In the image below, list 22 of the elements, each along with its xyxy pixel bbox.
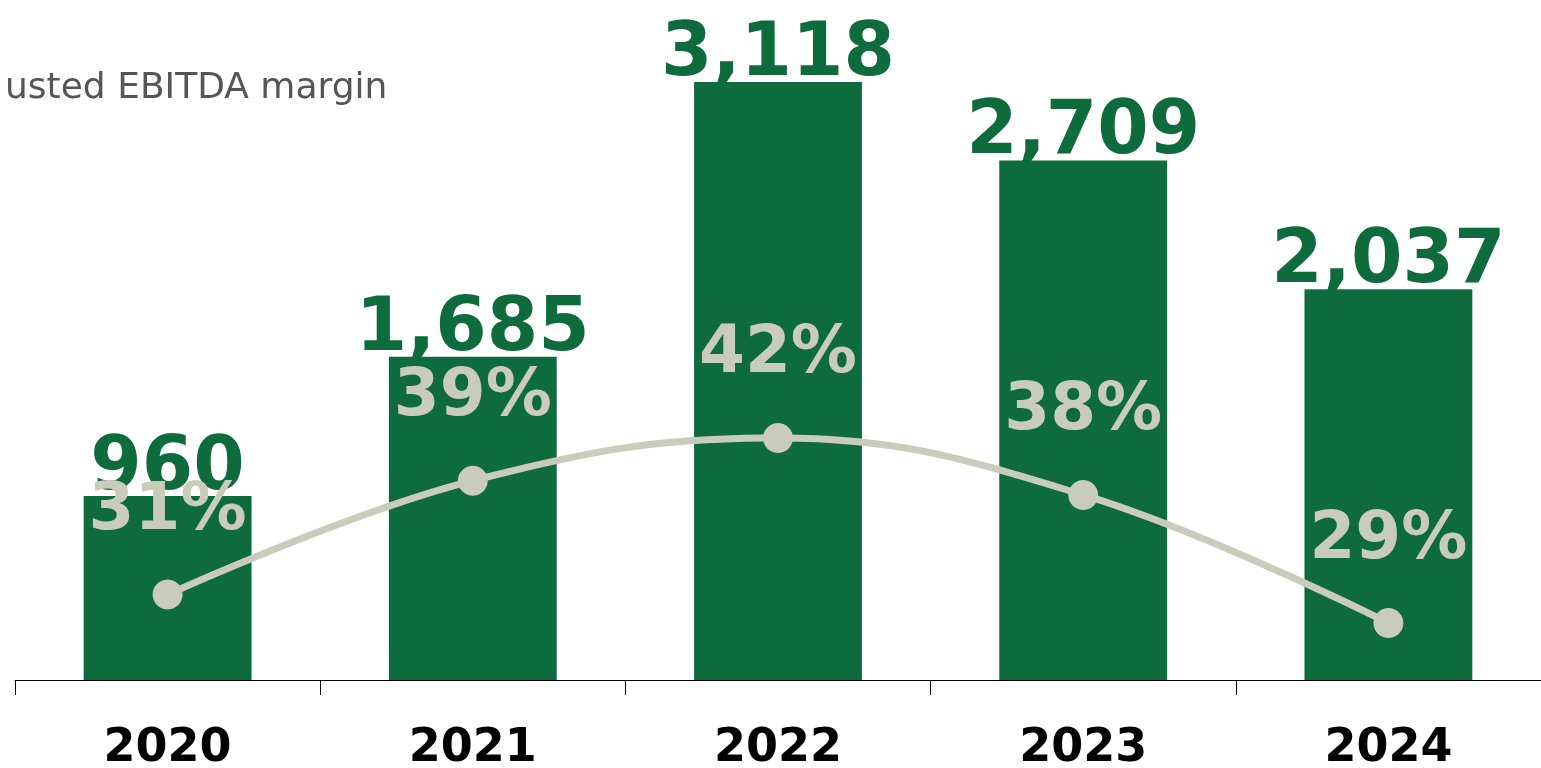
chart-title: usted EBITDA margin [5,64,388,106]
data-label: 42% [699,311,857,389]
x-tick-label: 2020 [103,718,232,768]
bar [388,356,557,680]
data-label: 2,037 [1271,213,1506,300]
point [152,579,183,610]
x-tick-label: 2023 [1019,718,1148,768]
bar [1304,289,1473,680]
x-tick-label: 2021 [408,718,537,768]
bar [999,160,1168,680]
x-tick-label: 2022 [713,718,843,768]
data-label: 1,685 [355,280,590,367]
bar [694,82,862,680]
point [457,465,488,496]
point [763,422,793,453]
point [1068,479,1099,510]
x-tick-label: 2024 [1324,718,1453,768]
data-label: 2,709 [966,84,1201,171]
point [1373,608,1404,639]
data-label: 3,118 [660,6,896,92]
data-label: 38% [1004,368,1163,446]
data-label: 29% [1309,496,1468,574]
